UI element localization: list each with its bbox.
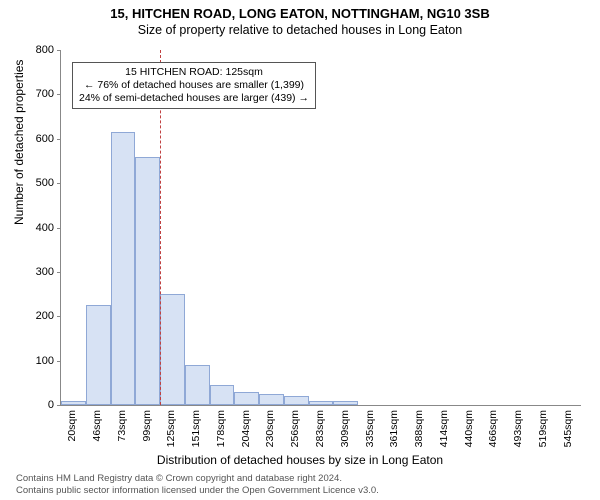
annotation-box: 15 HITCHEN ROAD: 125sqm← 76% of detached… (72, 62, 316, 109)
chart-container: 15, HITCHEN ROAD, LONG EATON, NOTTINGHAM… (0, 0, 600, 500)
x-tick-label: 20sqm (66, 410, 78, 442)
histogram-bar (210, 385, 235, 405)
y-tick-label: 600 (36, 133, 54, 145)
x-tick-label: 230sqm (264, 410, 276, 447)
x-tick-label: 414sqm (438, 410, 450, 447)
x-tick-label: 440sqm (463, 410, 475, 447)
x-tick-label: 204sqm (240, 410, 252, 447)
histogram-bar (259, 394, 284, 405)
x-tick-label: 466sqm (487, 410, 499, 447)
annotation-line1: 15 HITCHEN ROAD: 125sqm (79, 66, 309, 79)
x-tick-label: 73sqm (116, 410, 128, 442)
y-tick-label: 0 (48, 399, 54, 411)
x-tick-label: 256sqm (289, 410, 301, 447)
histogram-bar (185, 365, 210, 405)
histogram-bar (160, 294, 185, 405)
x-tick-label: 99sqm (141, 410, 153, 442)
chart-footer: Contains HM Land Registry data © Crown c… (16, 473, 379, 496)
histogram-bar (284, 396, 309, 405)
x-tick-label: 519sqm (537, 410, 549, 447)
histogram-bar (309, 401, 334, 405)
footer-line1: Contains HM Land Registry data © Crown c… (16, 473, 379, 484)
y-tick-label: 200 (36, 310, 54, 322)
y-tick-label: 300 (36, 266, 54, 278)
annotation-line2: ← 76% of detached houses are smaller (1,… (79, 79, 309, 92)
x-tick-label: 361sqm (388, 410, 400, 447)
chart-title-line1: 15, HITCHEN ROAD, LONG EATON, NOTTINGHAM… (0, 0, 600, 21)
x-tick-label: 283sqm (314, 410, 326, 447)
x-tick-label: 545sqm (562, 410, 574, 447)
x-tick-label: 151sqm (190, 410, 202, 447)
histogram-bar (333, 401, 358, 405)
x-tick-label: 125sqm (165, 410, 177, 447)
histogram-bar (86, 305, 111, 405)
x-axis-label: Distribution of detached houses by size … (0, 453, 600, 467)
chart-title-line2: Size of property relative to detached ho… (0, 21, 600, 37)
x-tick-label: 46sqm (91, 410, 103, 442)
y-tick-label: 700 (36, 88, 54, 100)
y-tick-label: 100 (36, 355, 54, 367)
y-axis-label: Number of detached properties (12, 60, 26, 225)
y-tick-label: 400 (36, 222, 54, 234)
annotation-line3: 24% of semi-detached houses are larger (… (79, 92, 309, 105)
x-tick-label: 493sqm (512, 410, 524, 447)
x-tick-label: 388sqm (413, 410, 425, 447)
histogram-bar (234, 392, 259, 405)
y-tick-label: 500 (36, 177, 54, 189)
x-tick-label: 178sqm (215, 410, 227, 447)
histogram-bar (111, 132, 136, 405)
x-tick-label: 335sqm (364, 410, 376, 447)
x-tick-label: 309sqm (339, 410, 351, 447)
y-tick-label: 800 (36, 44, 54, 56)
histogram-bar (61, 401, 86, 405)
histogram-bar (135, 157, 160, 406)
footer-line2: Contains public sector information licen… (16, 485, 379, 496)
